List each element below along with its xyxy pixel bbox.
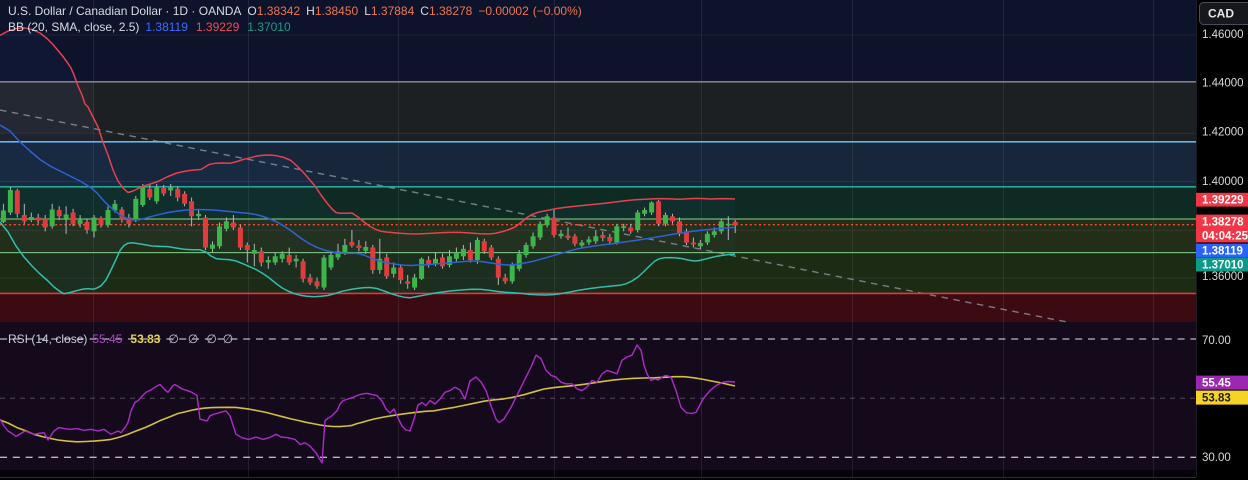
svg-text:1.42000: 1.42000	[1202, 126, 1244, 138]
svg-text:1.46000: 1.46000	[1202, 29, 1244, 41]
svg-text:30.00: 30.00	[1202, 452, 1231, 464]
svg-text:1.39229: 1.39229	[1202, 195, 1244, 207]
svg-text:1.44000: 1.44000	[1202, 78, 1244, 90]
svg-text:1.38278: 1.38278	[1202, 217, 1244, 229]
svg-text:1.37010: 1.37010	[1202, 260, 1244, 272]
svg-text:1.38119: 1.38119	[1202, 246, 1243, 258]
svg-text:04:04:25: 04:04:25	[1202, 230, 1248, 242]
svg-text:55.45: 55.45	[1202, 378, 1231, 390]
svg-text:53.83: 53.83	[1202, 393, 1231, 405]
svg-text:1.40000: 1.40000	[1202, 176, 1244, 188]
svg-text:70.00: 70.00	[1202, 335, 1231, 347]
svg-text:1.36000: 1.36000	[1202, 271, 1244, 283]
svg-text:CAD: CAD	[1208, 7, 1234, 21]
